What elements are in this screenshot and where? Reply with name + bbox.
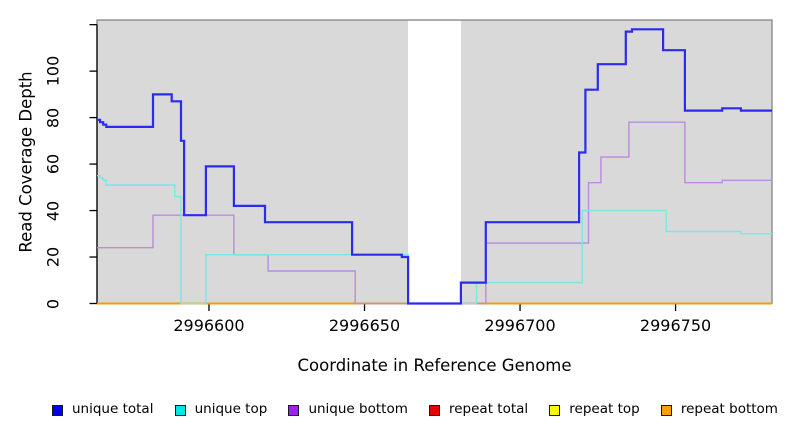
legend-item-repeat-top: repeat top [549, 401, 640, 418]
y-tick-label: 60 [43, 153, 63, 175]
y-tick-label: 80 [43, 107, 63, 128]
legend-swatch-repeat-bottom [660, 404, 672, 416]
legend-swatch-unique-top [174, 404, 186, 416]
legend-label-repeat-top: repeat top [569, 401, 640, 418]
x-tick-label: 2996750 [639, 316, 712, 335]
y-axis-title: Read Coverage Depth [16, 71, 36, 253]
y-tick-label: 40 [43, 200, 63, 221]
legend-label-unique-total: unique total [72, 401, 154, 418]
y-tick-label: 20 [43, 246, 63, 268]
legend-swatch-unique-total [52, 404, 63, 416]
legend-label-repeat-total: repeat total [448, 401, 529, 418]
x-tick-label: 2996700 [484, 316, 556, 335]
x-tick-label: 2996600 [173, 316, 245, 335]
legend-swatch-repeat-total [428, 404, 440, 416]
legend-item-repeat-total: repeat total [428, 401, 529, 418]
legend: unique total unique top unique bottom re… [0, 399, 792, 421]
x-tick-label: 2996650 [328, 316, 401, 335]
legend-label-repeat-bottom: repeat bottom [680, 401, 778, 418]
series-unique-top [97, 175, 772, 305]
legend-label-unique-top: unique top [194, 401, 268, 418]
legend-item-unique-total: unique total [52, 403, 153, 417]
gap-region [408, 20, 461, 304]
x-axis-title: Coordinate in Reference Genome [297, 356, 572, 375]
legend-item-repeat-bottom: repeat bottom [660, 401, 778, 418]
legend-label-unique-bottom: unique bottom [308, 401, 408, 418]
series-unique-total [97, 28, 772, 305]
legend-swatch-repeat-top [549, 404, 561, 416]
legend-item-unique-bottom: unique bottom [288, 401, 408, 418]
series-unique-bottom [97, 121, 772, 305]
legend-swatch-unique-bottom [288, 404, 300, 416]
legend-item-unique-top: unique top [174, 401, 268, 418]
y-tick-label: 100 [43, 55, 63, 87]
y-tick-label: 0 [43, 298, 63, 309]
